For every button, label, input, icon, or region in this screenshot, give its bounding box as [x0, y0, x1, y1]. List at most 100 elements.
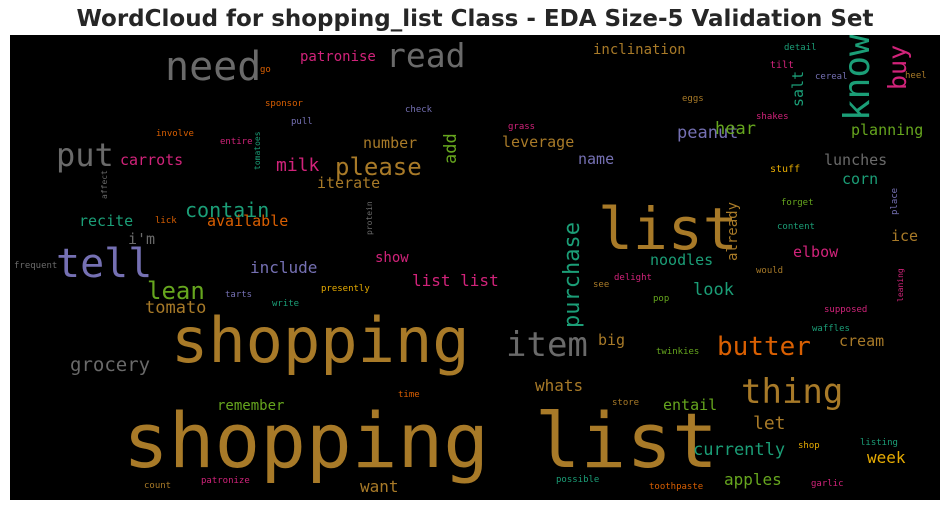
word-tarts: tarts [225, 290, 252, 300]
word-possible: possible [556, 475, 599, 485]
word-leaning: leaning [896, 268, 905, 302]
word-lunches: lunches [824, 151, 887, 169]
word-list: list [598, 195, 738, 263]
word-recite: recite [79, 212, 133, 230]
word-contain: contain [185, 198, 269, 222]
word-affect: affect [100, 170, 109, 199]
word-shakes: shakes [756, 112, 789, 122]
word-include: include [250, 258, 317, 277]
word-patronise: patronise [300, 49, 376, 65]
word-already: already [725, 202, 741, 261]
word-put: put [56, 136, 114, 174]
word-pop: pop [653, 294, 669, 304]
word-need: need [165, 44, 261, 90]
word-i-m: i'm [128, 230, 155, 248]
word-buy: buy [883, 45, 912, 90]
word-waffles: waffles [812, 324, 850, 334]
word-remember: remember [217, 398, 284, 414]
word-butter: butter [717, 332, 811, 362]
word-inclination: inclination [593, 42, 686, 58]
word-read: read [386, 36, 465, 75]
word-apples: apples [724, 470, 782, 489]
word-would: would [756, 266, 783, 276]
word-pull: pull [291, 117, 313, 127]
word-lick: lick [155, 216, 177, 226]
word-add: add [441, 133, 461, 164]
word-write: write [272, 299, 299, 309]
word-tell: tell [56, 241, 152, 287]
word-item: item [506, 325, 588, 365]
words-layer: shopping list shopping list need read know buy… [14, 35, 927, 496]
word-available: available [207, 212, 288, 230]
word-count: count [144, 481, 171, 491]
word-content: content [777, 222, 815, 232]
word-corn: corn [842, 170, 878, 188]
word-number: number [363, 134, 417, 152]
word-supposed: supposed [824, 305, 867, 315]
word-patronize: patronize [201, 476, 250, 486]
word-detail: detail [784, 43, 817, 53]
word-entail: entail [663, 396, 717, 414]
word-noodles: noodles [650, 251, 713, 269]
word-iterate: iterate [317, 174, 380, 192]
word-check: check [405, 105, 433, 115]
word-toothpaste: toothpaste [649, 482, 703, 492]
word-shop: shop [798, 441, 820, 451]
word-presently: presently [321, 284, 370, 294]
word-look: look [693, 280, 734, 300]
word-cereal: cereal [815, 72, 848, 82]
word-milk: milk [276, 155, 320, 176]
word-shopping-list: shopping list [123, 396, 718, 485]
word-week: week [867, 448, 906, 467]
word-store: store [612, 398, 639, 408]
word-lean: lean [147, 277, 205, 305]
word-big: big [598, 331, 625, 349]
word-cream: cream [839, 332, 884, 350]
word-eggs: eggs [682, 94, 704, 104]
word-grocery: grocery [70, 354, 150, 376]
word-name: name [578, 150, 614, 168]
word-listing: listing [860, 438, 898, 448]
word-want: want [360, 477, 399, 496]
word-frequent: frequent [14, 261, 57, 271]
word-tomatoes: tomatoes [253, 131, 262, 170]
word-hear: hear [715, 119, 756, 139]
word-time: time [398, 390, 420, 400]
word-tomato: tomato [145, 298, 206, 318]
word-protein: protein [365, 201, 374, 235]
word-heel: heel [905, 71, 927, 81]
word-let: let [753, 413, 786, 434]
word-planning: planning [851, 121, 923, 139]
word-carrots: carrots [120, 151, 183, 169]
word-thing: thing [741, 372, 843, 412]
word-involve: involve [156, 129, 194, 139]
word-ice: ice [891, 227, 918, 245]
word-purchase: purchase [560, 222, 585, 328]
word-leverage: leverage [502, 133, 574, 151]
word-place: place [890, 188, 900, 215]
word-grass: grass [508, 122, 535, 132]
word-see: see [593, 280, 609, 290]
word-elbow: elbow [793, 243, 839, 261]
word-sponsor: sponsor [265, 99, 304, 109]
word-entire: entire [220, 137, 253, 147]
word-twinkies: twinkies [656, 347, 699, 357]
word-tilt: tilt [770, 60, 794, 71]
wordcloud-canvas: shopping list shopping list need read know buy… [10, 35, 940, 500]
word-know: know [837, 35, 878, 121]
word-please: please [335, 153, 422, 181]
word-garlic: garlic [811, 479, 844, 489]
word-currently: currently [693, 440, 785, 460]
word-peanut: peanut [677, 123, 738, 143]
word-salt: salt [789, 71, 807, 107]
word-stuff: stuff [770, 164, 800, 175]
word-delight: delight [614, 273, 652, 283]
word-show: show [375, 250, 409, 266]
word-forget: forget [781, 198, 814, 208]
chart-title: WordCloud for shopping_list Class - EDA … [76, 6, 874, 32]
word-whats: whats [535, 376, 583, 395]
wordcloud-background [10, 35, 940, 500]
word-shopping: shopping [171, 304, 470, 377]
word-go: go [260, 65, 271, 75]
